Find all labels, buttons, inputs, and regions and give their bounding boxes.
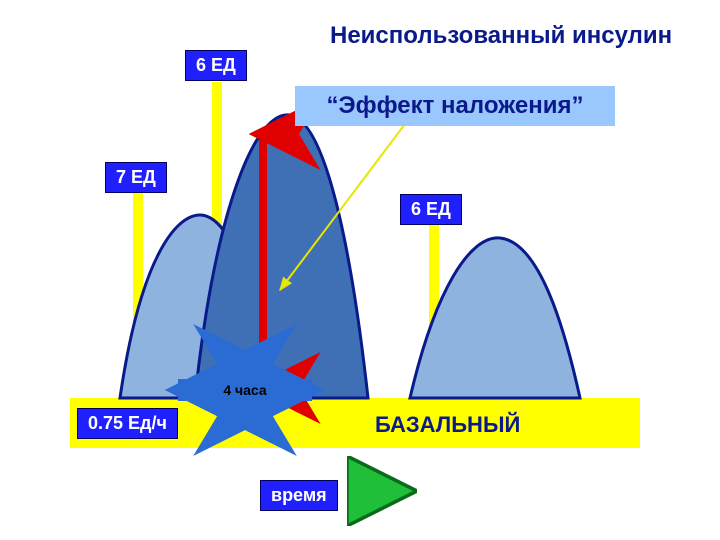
diagram-stage: Неиспользованный инсулин “Эффект наложен… bbox=[0, 0, 720, 540]
time-label: время bbox=[260, 480, 338, 511]
basal-rate-label: 0.75 Ед/ч bbox=[77, 408, 178, 439]
four-hour-label: 4 часа bbox=[215, 382, 275, 398]
dose-label-3: 6 ЕД bbox=[400, 194, 462, 225]
overlay-callout: “Эффект наложения” bbox=[295, 86, 615, 126]
basal-label: БАЗАЛЬНЫЙ bbox=[375, 412, 520, 438]
dose-label-2: 6 ЕД bbox=[185, 50, 247, 81]
title: Неиспользованный инсулин bbox=[330, 22, 672, 50]
dose-label-1: 7 ЕД bbox=[105, 162, 167, 193]
svg-layer bbox=[0, 0, 720, 540]
